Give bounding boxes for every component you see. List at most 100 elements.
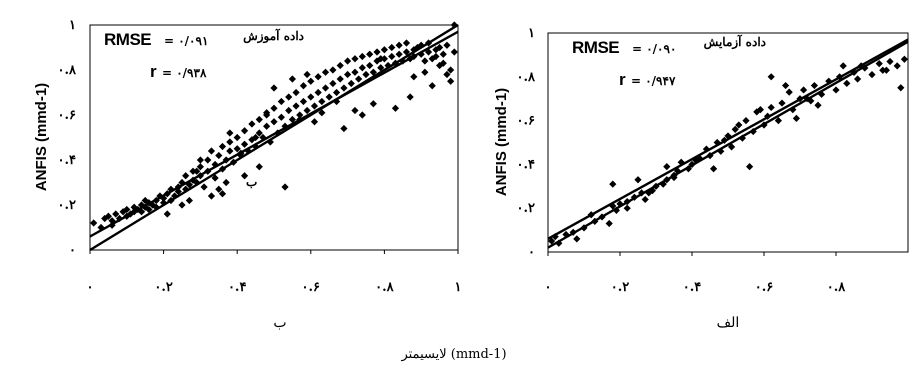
data-point: [296, 115, 304, 124]
data-point: [222, 178, 230, 187]
data-point: [281, 183, 289, 191]
data-point: [789, 106, 797, 114]
data-point: [796, 95, 804, 103]
data-point: [193, 167, 201, 175]
data-point: [587, 211, 595, 219]
x-tick-label: ۰.۲: [154, 280, 173, 295]
data-point: [760, 121, 768, 129]
data-point: [347, 79, 355, 88]
data-point: [145, 205, 153, 214]
data-point: [373, 48, 381, 56]
data-point: [252, 133, 260, 142]
data-point: [774, 117, 782, 125]
data-point: [252, 142, 260, 151]
data-point: [609, 202, 617, 210]
data-point: [182, 185, 190, 193]
y-axis-label: ANFIS (mmd-1): [493, 88, 510, 196]
data-point: [421, 68, 429, 76]
y-tick-labels: ۰ ۰.۲ ۰.۴ ۰.۶ ۰.۸ ۱: [517, 26, 537, 260]
data-point: [152, 196, 160, 205]
x-tick-label: ۰.۴: [228, 280, 247, 295]
x-tick-label: ۰.۸: [827, 280, 847, 295]
data-point: [782, 81, 790, 90]
plot-area-border: [89, 24, 459, 251]
x-tick-label: ۰.۸: [375, 280, 395, 295]
data-point: [720, 136, 728, 144]
data-point: [115, 214, 124, 223]
data-point: [218, 165, 227, 173]
data-point: [548, 237, 556, 245]
data-point: [240, 140, 249, 148]
panel-title: داده آموزش: [243, 27, 304, 44]
data-point: [623, 204, 631, 212]
data-point: [406, 55, 414, 63]
x-tick-label: ۰: [545, 280, 552, 295]
data-point: [447, 66, 455, 74]
r-value: = ۰/۹۴۷: [631, 74, 676, 88]
data-point: [303, 106, 311, 115]
data-point: [318, 109, 326, 117]
panel-label: الف: [717, 315, 740, 331]
data-point: [659, 180, 667, 188]
data-point: [875, 60, 883, 68]
data-point: [204, 167, 212, 175]
data-point: [163, 210, 171, 218]
data-point: [724, 132, 732, 140]
data-point: [281, 122, 289, 130]
data-point: [332, 97, 341, 106]
data-point: [384, 61, 392, 70]
r-label: r: [619, 70, 626, 89]
data-point: [104, 212, 112, 220]
data-point: [255, 163, 263, 171]
data-point: [288, 75, 296, 83]
data-point: [358, 52, 366, 61]
shared-x-axis-label: لایسیمتر (mmd-1): [400, 347, 506, 362]
data-point: [163, 190, 171, 198]
data-point: [410, 46, 418, 54]
data-point: [663, 176, 671, 184]
data-point: [237, 149, 245, 157]
data-point: [688, 160, 696, 168]
data-point: [395, 50, 403, 58]
data-point: [713, 138, 721, 147]
data-point: [344, 70, 352, 79]
data-point: [810, 81, 818, 90]
data-point: [897, 84, 905, 92]
data-point: [307, 77, 315, 85]
x-tick-label: ۰.۶: [302, 280, 321, 295]
data-point: [742, 117, 750, 125]
x-tick-label: ۰.۴: [683, 280, 702, 295]
data-point: [307, 93, 315, 101]
data-point: [226, 138, 234, 146]
y-tick-label: ۰.۸: [517, 70, 537, 85]
y-axis-label: ANFIS (mmd-1): [33, 83, 50, 191]
data-point: [178, 178, 186, 187]
x-tick-labels: ۰ ۰.۲ ۰.۴ ۰.۶ ۰.۸ ۱: [87, 280, 462, 295]
data-point: [674, 167, 682, 175]
data-point: [623, 198, 631, 206]
data-point: [562, 230, 570, 239]
data-point: [285, 93, 293, 101]
data-point: [310, 102, 319, 110]
data-point: [351, 55, 359, 63]
data-point: [410, 73, 418, 81]
data-point: [380, 55, 388, 63]
data-point: [196, 163, 204, 171]
data-point: [767, 73, 775, 81]
data-point: [174, 187, 182, 196]
data-point: [369, 100, 377, 108]
data-point: [277, 97, 285, 106]
data-point: [325, 93, 333, 101]
data-point: [277, 113, 285, 121]
data-point: [196, 172, 204, 180]
y-tick-label: ۰.۸: [58, 63, 78, 78]
y-tick-labels: ۰ ۰.۲ ۰.۴ ۰.۶ ۰.۸ ۱: [58, 18, 78, 258]
data-point: [167, 185, 175, 193]
data-point: [436, 43, 444, 52]
data-point: [839, 62, 847, 70]
scatter-panel-training: ۰ ۰.۲ ۰.۴ ۰.۶ ۰.۸ ۱ ۰ ۰.۲ ۰.۴ ۰.۶ ۰.۸ ۱ ANFIS (mmd…: [33, 18, 461, 331]
data-point: [373, 57, 381, 65]
data-point: [380, 46, 388, 54]
data-point: [402, 39, 411, 47]
